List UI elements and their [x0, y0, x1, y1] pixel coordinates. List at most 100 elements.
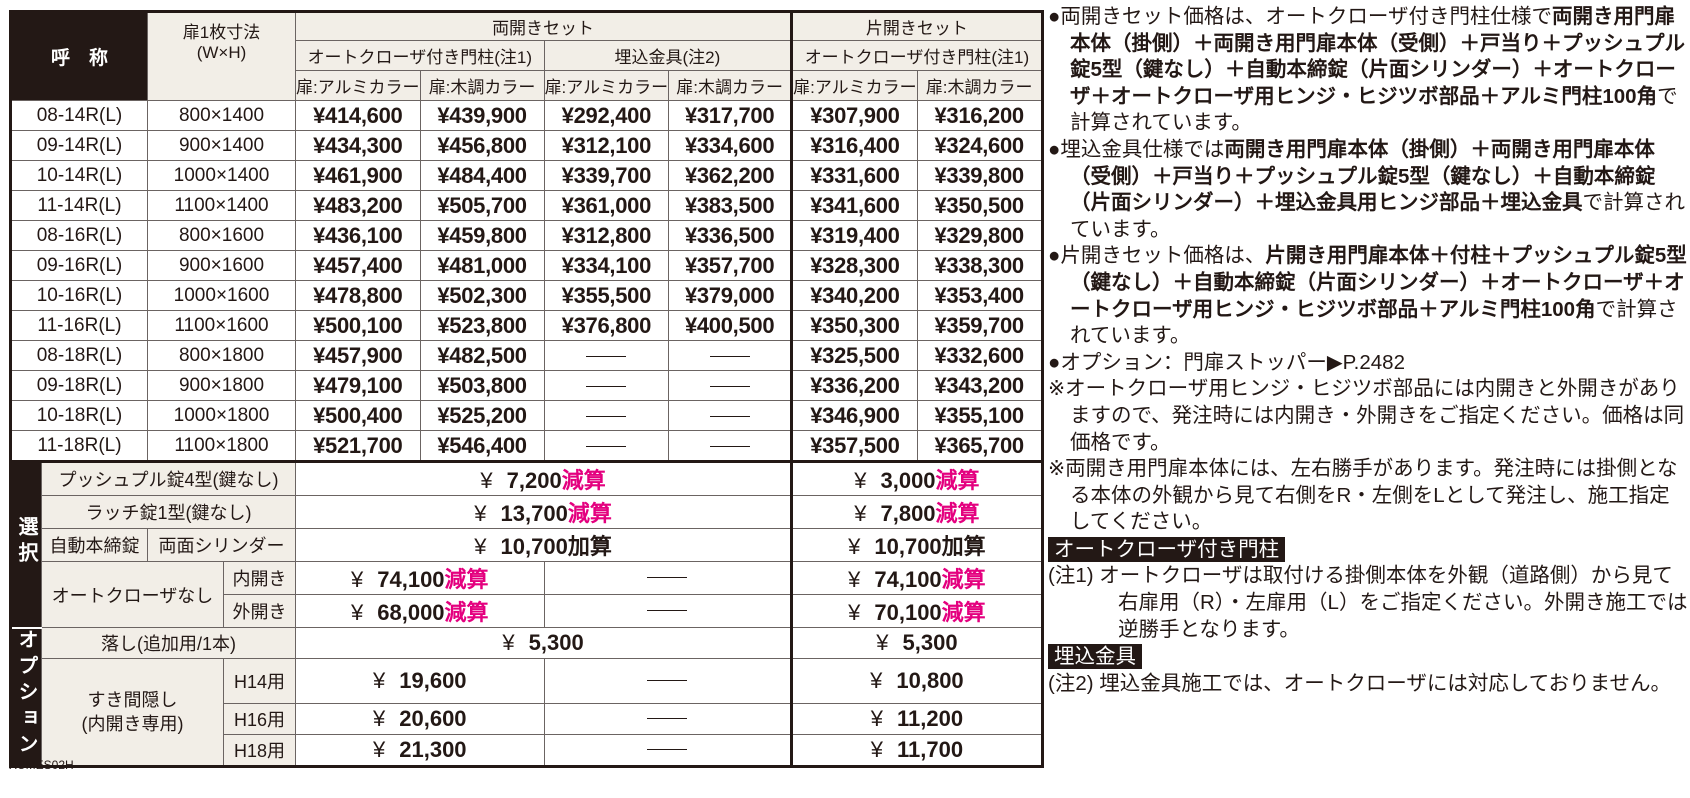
price-cell: ¥500,100 — [295, 310, 421, 341]
price-cell — [543, 370, 670, 401]
door-size: 1000×1800 — [147, 400, 296, 431]
push-pull-single-price: ¥3,000減算 — [790, 460, 1043, 496]
latch-single-price: ¥7,800減算 — [790, 495, 1043, 529]
price-cell: ¥379,000 — [668, 280, 793, 311]
price-cell: ¥479,100 — [295, 370, 421, 401]
option-section-label: オプション — [10, 626, 42, 767]
gap-h18-double-price: ¥21,300 — [295, 733, 545, 767]
price-cell: ¥383,500 — [668, 190, 793, 221]
header-embedded: 埋込金具(注2) — [543, 40, 793, 71]
note-single-set: ●片開きセット価格は、片開き用門扉本体＋付柱＋プッシュプル錠5型（鍵なし）＋自動… — [1048, 244, 1687, 348]
price-cell: ¥355,100 — [916, 400, 1043, 431]
price-cell: ¥500,400 — [295, 400, 421, 431]
table-row: 11-18R(L) 1100×1800 ¥521,700 ¥546,400 ¥357,5… — [10, 430, 1043, 462]
inward-label: 内開き — [223, 561, 296, 595]
price-cell: ¥482,500 — [419, 340, 545, 371]
price-cell: ¥357,500 — [790, 430, 918, 462]
price-cell: ¥350,300 — [790, 310, 918, 341]
price-cell: ¥324,600 — [916, 130, 1043, 161]
price-cell: ¥325,500 — [790, 340, 918, 371]
model-name: 10-16R(L) — [10, 280, 148, 311]
price-cell: ¥525,200 — [419, 400, 545, 431]
price-cell: ¥339,700 — [543, 160, 670, 191]
not-available — [586, 446, 627, 448]
price-cell: ¥340,200 — [790, 280, 918, 311]
price-cell: ¥316,400 — [790, 130, 918, 161]
not-available — [709, 416, 750, 418]
not-available — [543, 658, 793, 704]
gap-h14-double-price: ¥19,600 — [295, 658, 545, 704]
model-name: 10-14R(L) — [10, 160, 148, 191]
price-cell: ¥332,600 — [916, 340, 1043, 371]
price-cell: ¥319,400 — [790, 220, 918, 251]
price-cell: ¥365,700 — [916, 430, 1043, 462]
header-autocloser-post: オートクローザ付き門柱(注1) — [295, 40, 545, 71]
price-cell: ¥331,600 — [790, 160, 918, 191]
price-cell — [543, 340, 670, 371]
push-pull-label: プッシュプル錠4型(鍵なし) — [41, 460, 296, 496]
header-alu: 扉:アルミカラー — [790, 70, 918, 101]
table-row: 08-14R(L) 800×1400 ¥414,600 ¥439,900 ¥292,40… — [10, 100, 1043, 131]
price-cell: ¥329,800 — [916, 220, 1043, 251]
price-cell: ¥456,800 — [419, 130, 545, 161]
table-row: 11-14R(L) 1100×1400 ¥483,200 ¥505,700 ¥361,0… — [10, 190, 1043, 221]
note-handedness: ※両開き用門扉本体には、左右勝手があります。発注時には掛側となる本体の外観から見… — [1048, 457, 1678, 534]
price-cell: ¥546,400 — [419, 430, 545, 462]
no-closer-outward-double-price: ¥68,000減算 — [295, 594, 545, 628]
price-cell: ¥362,200 — [668, 160, 793, 191]
table-row: 09-16R(L) 900×1600 ¥457,400 ¥481,000 ¥334,10… — [10, 250, 1043, 281]
not-available — [543, 702, 793, 735]
door-size: 800×1800 — [147, 340, 296, 371]
price-cell: ¥361,000 — [543, 190, 670, 221]
price-cell: ¥414,600 — [295, 100, 421, 131]
drop-rod-single-price: ¥5,300 — [790, 627, 1043, 659]
latch-label: ラッチ錠1型(鍵なし) — [41, 495, 296, 529]
price-cell: ¥341,600 — [790, 190, 918, 221]
price-cell: ¥457,400 — [295, 250, 421, 281]
note-option: ●オプション：門扉ストッパー▶P.2482 — [1048, 350, 1405, 374]
not-available — [543, 594, 793, 628]
price-cell: ¥434,300 — [295, 130, 421, 161]
door-size: 1000×1600 — [147, 280, 296, 311]
section-heading-embedded: 埋込金具 — [1048, 644, 1142, 670]
model-name: 09-18R(L) — [10, 370, 148, 401]
door-size: 1000×1400 — [147, 160, 296, 191]
price-cell: ¥461,900 — [295, 160, 421, 191]
header-autocloser-post-single: オートクローザ付き門柱(注1) — [790, 40, 1043, 71]
price-cell: ¥339,800 — [916, 160, 1043, 191]
price-cell: ¥343,200 — [916, 370, 1043, 401]
table-row: 09-18R(L) 900×1800 ¥479,100 ¥503,800 ¥336,20… — [10, 370, 1043, 401]
price-cell — [668, 430, 793, 462]
door-size: 900×1600 — [147, 250, 296, 281]
deadbolt-sub-label: 両面シリンダー — [147, 528, 296, 562]
price-cell: ¥481,000 — [419, 250, 545, 281]
door-size: 900×1400 — [147, 130, 296, 161]
model-name: 09-14R(L) — [10, 130, 148, 161]
model-name: 08-18R(L) — [10, 340, 148, 371]
price-cell: ¥439,900 — [419, 100, 545, 131]
deadbolt-single-price: ¥10,700加算 — [790, 528, 1043, 562]
notes-panel: ●両開きセット価格は、オートクローザ付き門柱仕様で両開き用門扉本体（掛側）＋両開… — [1048, 4, 1688, 697]
price-cell: ¥292,400 — [543, 100, 670, 131]
h14-label: H14用 — [223, 658, 296, 704]
not-available — [709, 446, 750, 448]
not-available — [586, 356, 627, 358]
note-double-set: ●両開きセット価格は、オートクローザ付き門柱仕様で両開き用門扉本体（掛側）＋両開… — [1048, 5, 1685, 135]
note-embedded: ●埋込金具仕様では両開き用門扉本体（掛側）＋両開き用門扉本体（受側）＋戸当り＋プ… — [1048, 137, 1685, 241]
gap-h16-single-price: ¥11,200 — [790, 702, 1043, 735]
header-double-set: 両開きセット — [294, 11, 793, 41]
price-cell — [668, 400, 793, 431]
price-cell: ¥334,100 — [543, 250, 670, 281]
price-cell — [668, 340, 793, 371]
gap-h18-single-price: ¥11,700 — [790, 733, 1043, 767]
model-name: 11-14R(L) — [10, 190, 148, 221]
price-cell: ¥312,100 — [543, 130, 670, 161]
price-cell: ¥523,800 — [419, 310, 545, 341]
price-cell — [543, 400, 670, 431]
price-cell: ¥376,800 — [543, 310, 670, 341]
price-cell: ¥346,900 — [790, 400, 918, 431]
h16-label: H16用 — [223, 702, 296, 735]
push-pull-double-price: ¥7,200減算 — [294, 460, 793, 496]
price-cell: ¥503,800 — [419, 370, 545, 401]
select-section-label: 選択 — [10, 460, 42, 628]
